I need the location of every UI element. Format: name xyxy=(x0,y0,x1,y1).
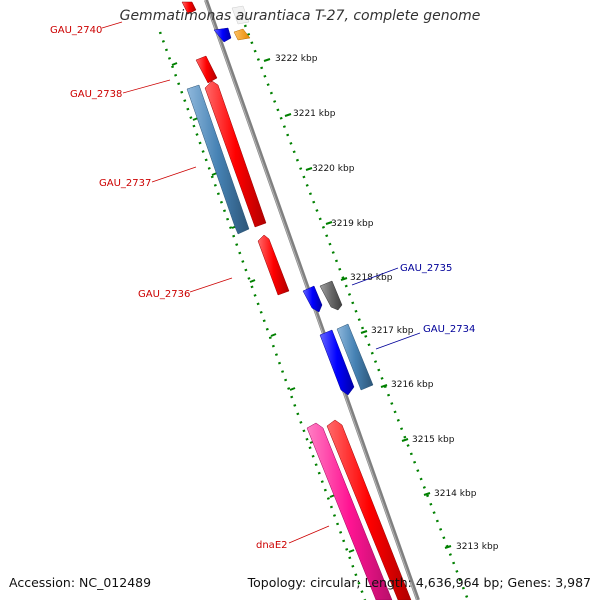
left-ruler-ticks xyxy=(171,62,355,553)
gene-feature-blue-mid[interactable] xyxy=(319,329,355,396)
tick-label: 3216 kbp xyxy=(391,380,434,390)
gene-feature-gau-2738[interactable] xyxy=(195,55,218,84)
gene-label-gau-2737[interactable]: GAU_2737 xyxy=(99,178,151,189)
gene-feature-gau-2736[interactable] xyxy=(257,234,290,296)
gene-feature-red-long[interactable] xyxy=(204,80,267,228)
gene-features xyxy=(181,1,412,600)
tick-label: 3221 kbp xyxy=(293,109,336,119)
tick-label: 3215 kbp xyxy=(412,435,455,445)
topology-label: Topology: circular; Length: 4,636,964 bp… xyxy=(247,575,591,590)
gene-label-dnae2[interactable]: dnaE2 xyxy=(256,540,288,551)
gene-label-gau-2735[interactable]: GAU_2735 xyxy=(400,263,452,274)
gene-feature-gau-2735[interactable] xyxy=(319,280,343,311)
gene-feature-small-reverse[interactable] xyxy=(213,27,232,43)
accession-label: Accession: NC_012489 xyxy=(9,575,152,590)
tick-label: 3214 kbp xyxy=(434,489,477,499)
gene-feature-orange[interactable] xyxy=(233,28,251,41)
left-ruler xyxy=(158,31,367,600)
label-leader-lines xyxy=(101,21,421,544)
tick-label: 3213 kbp xyxy=(456,542,499,552)
gene-labels: GAU_2740 GAU_2738 GAU_2737 GAU_2736 GAU_… xyxy=(50,25,475,551)
gene-label-gau-2734[interactable]: GAU_2734 xyxy=(423,324,475,335)
tick-label: 3222 kbp xyxy=(275,54,318,64)
right-ruler xyxy=(243,24,470,600)
tick-label: 3220 kbp xyxy=(312,164,355,174)
gene-feature-gau-2737[interactable] xyxy=(186,84,250,235)
gene-feature-gau-2740[interactable] xyxy=(181,1,197,15)
right-ruler-ticks xyxy=(263,58,452,549)
map-title: Gemmatimonas aurantiaca T-27, complete g… xyxy=(119,8,481,24)
gene-feature-dnae2[interactable] xyxy=(306,422,393,600)
gene-label-gau-2738[interactable]: GAU_2738 xyxy=(70,89,122,100)
gene-label-gau-2740[interactable]: GAU_2740 xyxy=(50,25,102,36)
tick-label: 3217 kbp xyxy=(371,326,414,336)
gene-feature-gau-2734[interactable] xyxy=(336,323,374,391)
gene-feature-blue-small[interactable] xyxy=(302,285,323,313)
gene-label-gau-2736[interactable]: GAU_2736 xyxy=(138,289,190,300)
gene-feature-red-bottom[interactable] xyxy=(326,419,412,600)
scale-tick-labels: 3222 kbp 3221 kbp 3220 kbp 3219 kbp 3218… xyxy=(275,54,499,552)
tick-label: 3219 kbp xyxy=(331,219,374,229)
gene-feature-light[interactable] xyxy=(231,5,250,25)
